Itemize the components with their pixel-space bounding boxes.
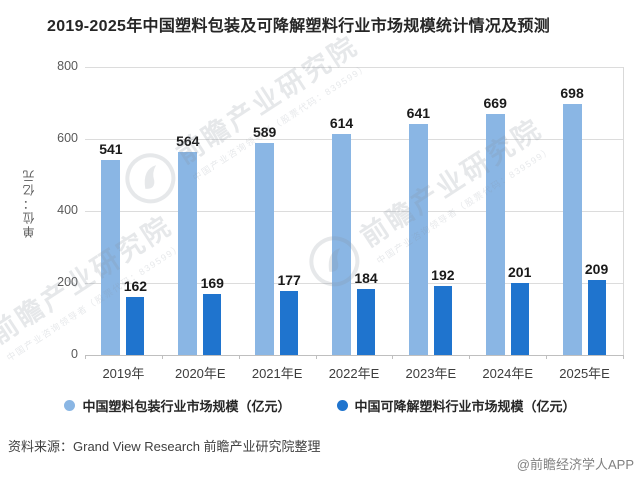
x-axis-tick: [546, 355, 548, 359]
bar-light-2020年E: [178, 151, 198, 355]
bar-dark-2024年E: [510, 282, 529, 355]
x-axis-label: 2022年E: [328, 366, 380, 381]
y-axis-tick-label: 400: [57, 203, 78, 217]
value-label: 698: [560, 84, 584, 101]
x-axis-tick: [85, 355, 86, 359]
value-label: 209: [584, 260, 609, 277]
y-axis-tick-label: 800: [57, 59, 78, 73]
x-axis-tick: [238, 355, 240, 359]
x-axis-label: 2023年E: [405, 366, 457, 381]
x-axis-tick: [392, 355, 394, 359]
gridline-200: [85, 283, 623, 284]
value-label: 589: [252, 123, 277, 140]
y-axis-tick-label: 600: [57, 131, 78, 145]
bar-light-2022年E: [332, 133, 351, 355]
bar-light-2025年E: [562, 103, 582, 355]
bar-dark-2020年E: [203, 294, 222, 355]
value-label: 169: [200, 275, 224, 292]
value-label: 614: [329, 114, 354, 131]
legend-item-degradable: 中国可降解塑料行业市场规模（亿元）: [336, 396, 576, 415]
x-axis-tick: [469, 355, 471, 359]
watermark-subtext: 中国产业咨询领导者（股票代码：839599）: [374, 144, 554, 266]
bar-light-2019年: [101, 160, 121, 355]
bar-light-2023年E: [408, 124, 428, 355]
x-axis-tick: [315, 355, 317, 359]
value-label: 177: [277, 272, 301, 289]
chart-title: 2019-2025年中国塑料包装及可降解塑料行业市场规模统计情况及预测: [47, 18, 551, 35]
gridline-600: [85, 139, 623, 140]
bar-light-2024年E: [485, 114, 505, 355]
gridline-800: [85, 67, 623, 68]
gridline-0: [85, 355, 623, 356]
x-axis-label: 2019年: [102, 366, 145, 381]
watermark-logo-icon: [0, 322, 3, 398]
x-axis-tick: [161, 355, 163, 359]
bar-dark-2022年E: [357, 288, 375, 355]
bar-light-2021年E: [255, 142, 275, 355]
value-label: 541: [99, 141, 123, 158]
value-label: 162: [123, 277, 148, 294]
legend-label: 中国可降解塑料行业市场规模（亿元）: [354, 399, 576, 414]
watermark-credit: @前瞻经济学人APP: [516, 457, 634, 472]
value-label: 669: [483, 95, 507, 112]
x-axis-label: 2021年E: [251, 366, 303, 381]
legend-dot-icon: [64, 400, 76, 411]
bar-dark-2025年E: [587, 279, 606, 355]
watermark-subtext: 中国产业咨询领导者（股票代码：839599）: [4, 241, 184, 363]
x-axis-label: 2024年E: [482, 366, 533, 381]
legend-item-packaging: 中国塑料包装行业市场规模（亿元）: [64, 396, 291, 415]
watermark-text: 前瞻产业研究院: [355, 112, 548, 253]
value-label: 564: [176, 132, 200, 149]
value-label: 201: [508, 263, 532, 280]
x-axis-tick: [623, 355, 624, 359]
y-axis-tick-label: 0: [71, 347, 78, 361]
source-note: 资料来源：Grand View Research 前瞻产业研究院整理: [8, 439, 321, 454]
value-label: 641: [406, 105, 431, 122]
y-axis-tick-label: 200: [57, 275, 78, 289]
legend-dot-icon: [336, 400, 348, 411]
gridline-400: [85, 211, 623, 212]
legend-label: 中国塑料包装行业市场规模（亿元）: [82, 399, 291, 414]
value-label: 184: [354, 269, 378, 286]
x-axis-label: 2025年E: [559, 366, 610, 381]
value-label: 192: [431, 266, 455, 283]
plot-right-border: [623, 67, 624, 355]
bar-dark-2023年E: [433, 285, 452, 355]
bar-dark-2019年: [126, 296, 145, 355]
y-axis-title: 单位：亿元: [22, 168, 36, 238]
bar-dark-2021年E: [280, 291, 299, 355]
x-axis-label: 2020年E: [174, 366, 226, 381]
legend: 中国塑料包装行业市场规模（亿元） 中国可降解塑料行业市场规模（亿元）: [0, 396, 640, 415]
